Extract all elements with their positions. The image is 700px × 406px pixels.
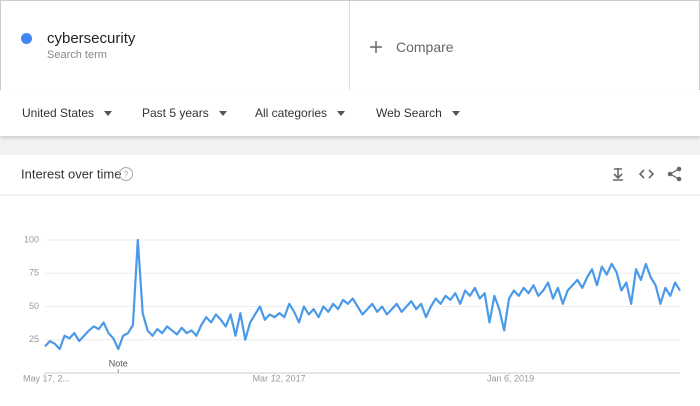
trend-line	[44, 238, 681, 351]
search-term[interactable]: cybersecurity	[47, 30, 136, 47]
download-icon[interactable]	[613, 168, 623, 181]
svg-text:?: ?	[123, 169, 128, 179]
help-icon[interactable]: ?	[119, 167, 133, 181]
chart-card: Interest over time ? 25 50 75 100 May 17, 2.…	[0, 155, 700, 406]
embed-icon[interactable]	[638, 169, 655, 179]
search-subtitle: Search term	[47, 49, 107, 61]
term-dot	[21, 33, 32, 44]
y-tick-label: 25	[29, 334, 39, 344]
x-tick-label: May 17, 2...	[23, 373, 70, 383]
x-tick-label: Mar 12, 2017	[253, 373, 306, 383]
filter-property[interactable]: Web Search	[376, 106, 460, 120]
filter-region[interactable]: United States	[22, 106, 112, 120]
card-bg	[0, 155, 700, 406]
y-tick-label: 75	[29, 268, 39, 278]
x-tick-label: Jan 6, 2019	[487, 373, 534, 383]
share-icon[interactable]	[667, 166, 682, 182]
compare-button[interactable]: Compare	[396, 39, 454, 55]
card-title: Interest over time	[21, 166, 121, 181]
divider	[349, 1, 350, 90]
filter-category[interactable]: All categories	[255, 106, 345, 120]
filter-time[interactable]: Past 5 years	[142, 106, 227, 120]
search-bar: cybersecurity Search term Compare	[0, 0, 700, 91]
filter-bar: United States Past 5 years All categorie…	[0, 90, 700, 136]
y-tick-label: 50	[29, 301, 39, 311]
plus-icon[interactable]	[370, 41, 382, 53]
annotation: Note	[109, 358, 128, 368]
y-tick-label: 100	[24, 234, 39, 244]
